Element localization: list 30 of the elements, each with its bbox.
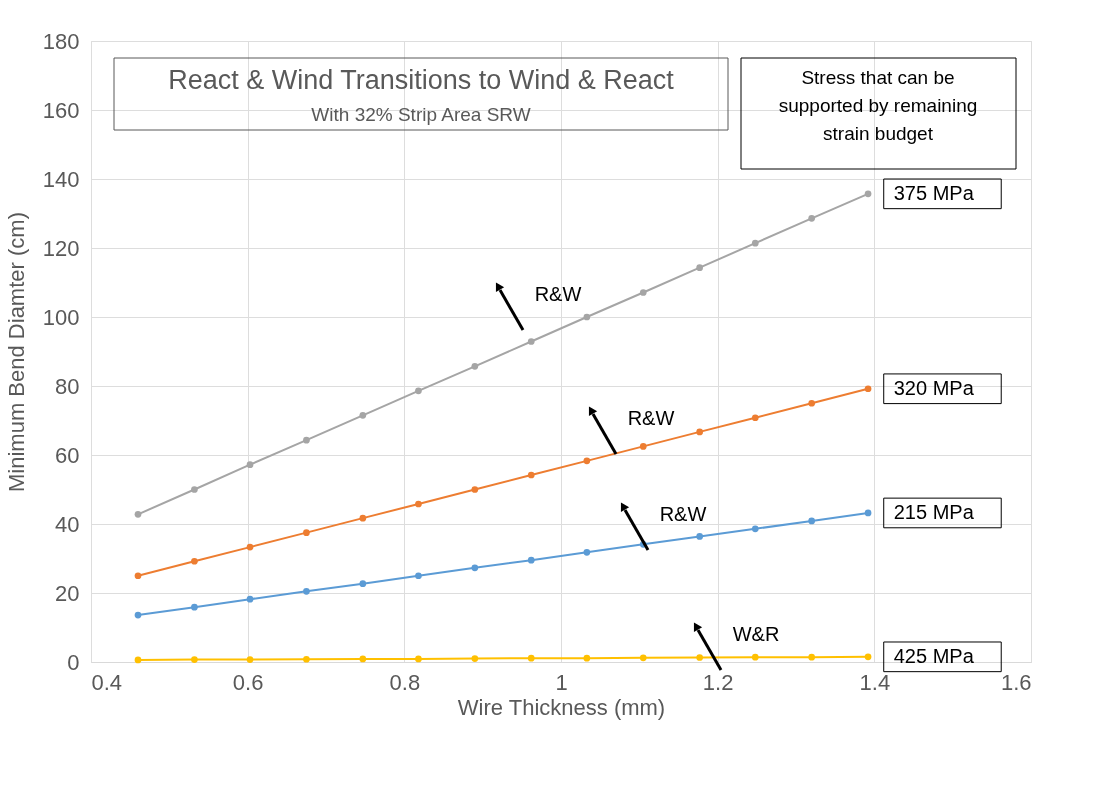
text: With 32% Strip Area SRW xyxy=(311,104,531,125)
y-tick-label: 100 xyxy=(42,304,80,330)
y-tick-label: 60 xyxy=(55,442,80,468)
series-label: 375 MPa xyxy=(893,181,975,204)
y-axis-title: Minimum Bend Diamter (cm) xyxy=(3,212,29,492)
x-tick-label: 1 xyxy=(555,669,568,695)
y-tick-label: 160 xyxy=(42,97,80,123)
y-tick-label: 40 xyxy=(55,511,80,537)
x-axis-title: Wire Thickness (mm) xyxy=(457,694,666,720)
y-tick-label: 140 xyxy=(42,166,80,192)
x-tick-label: 1.6 xyxy=(1000,669,1032,695)
y-tick-label: 0 xyxy=(67,649,80,675)
y-tick-label: 120 xyxy=(42,235,80,261)
y-tick-label: 180 xyxy=(42,28,80,54)
annotation: R&W xyxy=(534,283,582,305)
annotation: Stress that can be supported by remaining strain budget xyxy=(778,67,978,144)
y-tick-label: 20 xyxy=(55,580,80,606)
x-tick-label: 0.6 xyxy=(232,669,264,695)
series-label: 320 MPa xyxy=(893,376,975,399)
annotation: R&W xyxy=(659,503,707,525)
x-tick-label: 1.2 xyxy=(702,669,734,695)
annotation: R&W xyxy=(627,407,675,429)
annotation: W&R xyxy=(732,623,780,645)
x-tick-label: 0.4 xyxy=(91,669,123,695)
x-tick-label: 0.8 xyxy=(389,669,421,695)
series-label: 425 MPa xyxy=(893,644,975,667)
y-tick-label: 80 xyxy=(55,373,80,399)
text: React & Wind Transitions to Wind & React xyxy=(168,65,675,95)
x-tick-label: 1.4 xyxy=(859,669,891,695)
series-label: 215 MPa xyxy=(893,500,975,523)
